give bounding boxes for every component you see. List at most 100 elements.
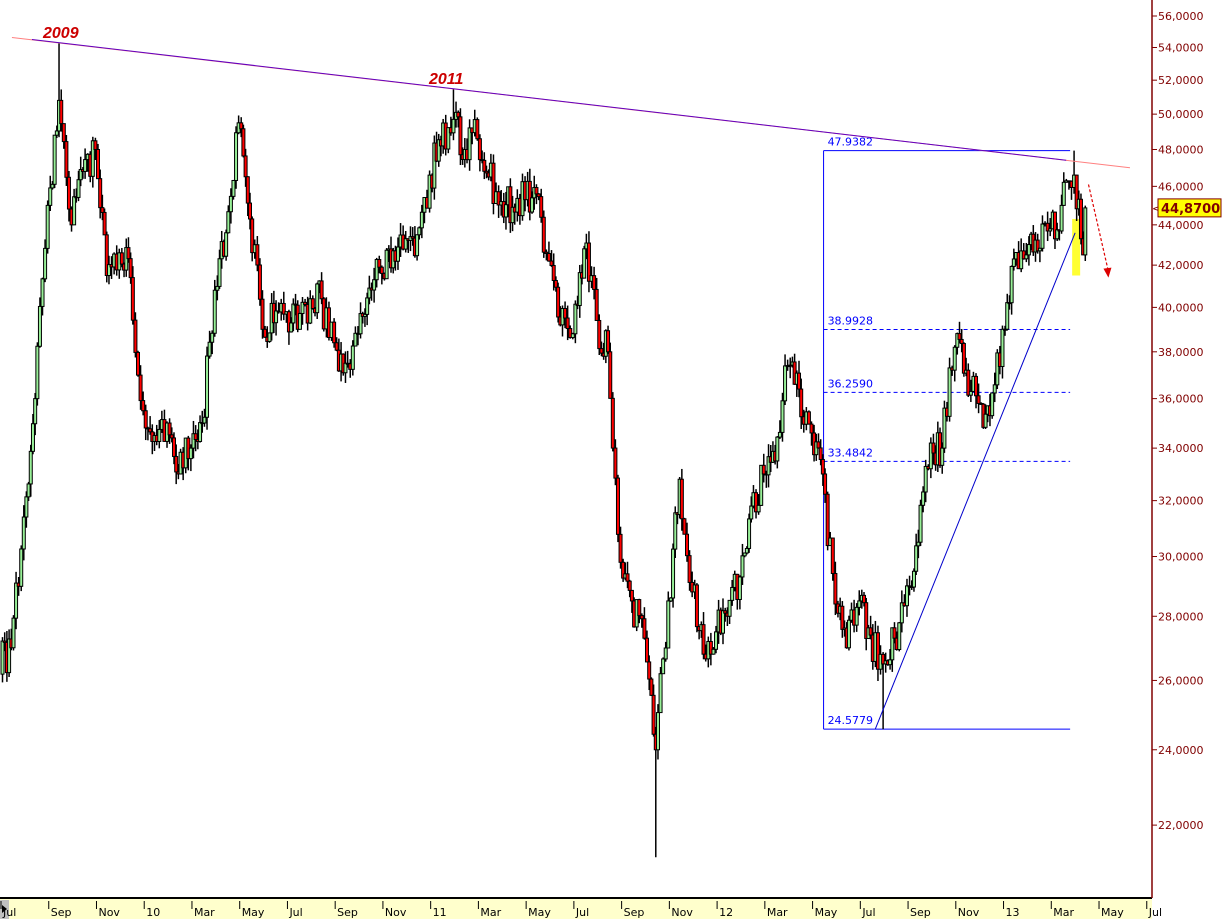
candle-up <box>503 204 508 218</box>
candle-up <box>54 130 59 136</box>
candle-down <box>685 533 690 557</box>
y-tick-label: 36,0000 <box>1158 393 1204 406</box>
x-tick-label: Mar <box>767 906 788 919</box>
y-tick-label: 46,0000 <box>1158 180 1204 193</box>
candle-up <box>727 599 732 617</box>
candle-up <box>1000 328 1005 367</box>
candle-down <box>544 251 549 254</box>
candle-up <box>747 518 752 549</box>
candle-down <box>833 572 838 605</box>
candle-up <box>756 504 761 513</box>
candle-up <box>427 174 432 209</box>
candle-up <box>942 407 947 449</box>
candle-down <box>820 458 825 475</box>
candle-up <box>890 627 895 661</box>
candle-up <box>228 195 233 213</box>
candle-down <box>133 319 138 353</box>
candle-up <box>315 283 320 314</box>
candle-down <box>594 288 599 321</box>
candle-up <box>26 483 31 498</box>
candle-up <box>446 127 451 150</box>
candle-up <box>350 345 355 370</box>
fib-level-label: 47.9382 <box>828 136 874 149</box>
candle-up <box>655 712 660 751</box>
candle-up <box>157 428 162 442</box>
fibonacci-retracement: 47.9382 38.9928 36.2590 33.4842 24.5779 <box>823 136 1071 730</box>
candle-down <box>239 122 244 130</box>
fib-level-label: 36.2590 <box>828 377 874 390</box>
candle-down <box>141 400 146 412</box>
candle-down <box>868 627 873 636</box>
candle-down <box>250 218 255 254</box>
x-tick-label: Nov <box>671 906 693 919</box>
candle-down <box>255 244 260 266</box>
candle-down <box>592 275 597 290</box>
y-tick-label: 38,0000 <box>1158 346 1204 359</box>
candle-down <box>599 348 604 354</box>
candle-down <box>556 286 561 318</box>
candle-up <box>50 183 55 189</box>
candle-up <box>749 505 754 520</box>
candle-down <box>174 455 179 473</box>
candle-up <box>947 367 952 417</box>
candle-up <box>570 333 575 339</box>
candle-down <box>482 159 487 172</box>
candle-down <box>565 317 570 330</box>
candle-up <box>374 259 379 281</box>
candle-up <box>1040 223 1045 249</box>
candle-up <box>198 422 203 442</box>
candle-down <box>93 140 98 150</box>
candle-down <box>95 148 100 180</box>
candle-up <box>226 211 231 234</box>
candle-down <box>100 207 105 213</box>
candle-down <box>625 573 630 582</box>
candle-up <box>106 264 111 277</box>
y-tick-label: 22,0000 <box>1158 819 1204 832</box>
candle-up <box>1005 302 1010 330</box>
candle-down <box>130 277 135 321</box>
candle-up <box>923 465 928 493</box>
y-tick-label: 26,0000 <box>1158 674 1204 687</box>
candle-up <box>921 491 926 506</box>
candle-up <box>217 258 222 287</box>
candle-up <box>417 227 422 236</box>
candle-down <box>682 518 687 535</box>
candle-down <box>536 193 541 198</box>
candle-up <box>1024 254 1029 260</box>
candle-down <box>303 301 308 305</box>
candle-down <box>974 375 979 397</box>
candle-down <box>799 388 804 418</box>
candle-down <box>98 178 103 209</box>
candle-up <box>11 617 16 649</box>
candle-down <box>456 111 461 118</box>
candle-down <box>966 369 971 396</box>
candle-up <box>267 332 272 342</box>
candle-down <box>701 624 706 655</box>
candle-down <box>816 441 821 449</box>
candle-up <box>343 362 348 374</box>
candle-up <box>451 118 456 134</box>
candle-down <box>534 187 539 195</box>
candle-down <box>138 374 143 402</box>
candle-up <box>1059 204 1064 232</box>
annotations: 2009 2011 <box>11 25 1131 730</box>
candle-down <box>281 302 286 315</box>
candle-up <box>777 431 782 438</box>
candle-up <box>234 132 239 181</box>
candle-up <box>291 303 296 324</box>
candle-up <box>30 423 35 452</box>
candle-down <box>243 155 248 178</box>
candle-down <box>563 308 568 319</box>
candle-down <box>104 234 109 277</box>
candle-down <box>862 594 867 604</box>
y-tick-label: 52,0000 <box>1158 74 1204 87</box>
x-tick-label: May <box>1101 906 1124 919</box>
candle-down <box>754 492 759 513</box>
candle-down <box>959 338 964 344</box>
x-tick-label: 12 <box>719 906 733 919</box>
candle-up <box>72 196 77 226</box>
candle-down <box>618 533 623 563</box>
x-tick-label: 10 <box>146 906 160 919</box>
candle-down <box>875 632 880 670</box>
x-tick-label: Jul <box>2 906 16 919</box>
